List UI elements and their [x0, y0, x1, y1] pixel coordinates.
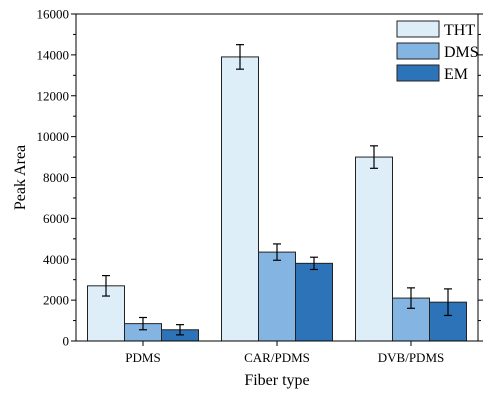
legend-label-dms: DMS: [444, 44, 479, 61]
bar-tht-dvb-pdms: [355, 156, 393, 342]
y-tick-label-14000: 14000: [37, 47, 70, 62]
y-tick-label-4000: 4000: [43, 252, 69, 267]
legend-label-em: EM: [444, 66, 468, 83]
y-tick-label-10000: 10000: [37, 129, 70, 144]
axis-layer: 0 2000 4000 6000 8000 10000 12000 14000 16000 PDM…: [37, 7, 483, 365]
y-tick-label-8000: 8000: [43, 170, 69, 185]
y-tick-label-0: 0: [63, 334, 70, 349]
legend-swatch-tht: [396, 20, 440, 38]
y-tick-label-2000: 2000: [43, 293, 69, 308]
bar-em-car-pdms: [295, 262, 333, 342]
legend-label-tht: THT: [444, 22, 475, 39]
x-tick-label-pdms: PDMS: [125, 350, 160, 365]
bar-dms-car-pdms: [258, 251, 296, 342]
y-tick-label-16000: 16000: [37, 7, 70, 22]
plot-layer: [87, 44, 467, 342]
legend-swatch-dms: [396, 42, 440, 60]
x-axis-title: Fiber type: [244, 372, 309, 389]
legend-layer: THT DMS EM: [396, 20, 479, 83]
bar-em-dvb-pdms: [429, 301, 467, 342]
y-tick-label-12000: 12000: [37, 88, 70, 103]
bar-tht-car-pdms: [221, 56, 259, 342]
y-tick-label-6000: 6000: [43, 211, 69, 226]
x-tick-label-car-pdms: CAR/PDMS: [244, 350, 310, 365]
legend-swatch-em: [396, 64, 440, 82]
y-axis-title: Peak Area: [12, 145, 29, 210]
x-tick-label-dvb-pdms: DVB/PDMS: [378, 350, 444, 365]
